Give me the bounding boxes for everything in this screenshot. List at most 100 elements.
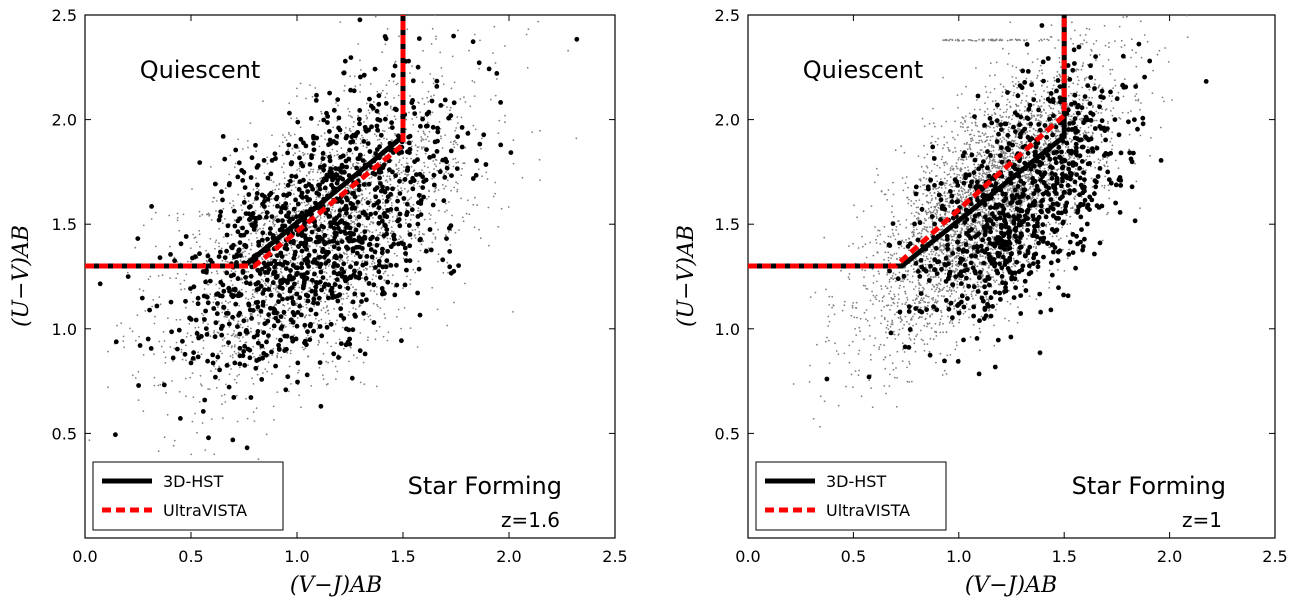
data-point [240, 268, 246, 274]
background-point [322, 352, 325, 355]
background-point [218, 242, 220, 245]
background-point [264, 275, 266, 277]
data-point [235, 174, 241, 180]
data-point [420, 116, 425, 122]
data-point [212, 334, 218, 340]
background-point [435, 38, 437, 40]
background-point [473, 95, 476, 97]
background-point [288, 390, 290, 393]
background-point [179, 283, 182, 285]
data-point [206, 435, 211, 441]
background-point [494, 94, 497, 97]
background-point [396, 196, 398, 198]
background-point [923, 125, 926, 128]
data-point [320, 275, 326, 280]
data-point [347, 235, 353, 240]
background-point [305, 174, 308, 177]
background-point [494, 62, 497, 64]
background-point [859, 317, 862, 320]
data-point [288, 161, 294, 167]
background-point [202, 339, 205, 342]
background-point [320, 300, 322, 303]
data-point [310, 186, 316, 192]
data-point [325, 120, 330, 125]
background-point [122, 340, 125, 342]
background-point [303, 153, 306, 156]
background-point [192, 233, 195, 236]
data-point [323, 240, 329, 246]
data-point [357, 108, 363, 113]
data-point [182, 351, 188, 357]
background-point [190, 453, 193, 456]
data-point [459, 144, 465, 150]
data-point [277, 293, 282, 298]
background-point [414, 144, 417, 147]
background-point [423, 132, 425, 135]
background-point [412, 214, 415, 217]
background-point [1020, 113, 1023, 115]
background-point [191, 188, 193, 190]
data-point [352, 291, 358, 297]
data-point [347, 147, 352, 153]
background-point [537, 20, 540, 23]
data-point [451, 100, 457, 106]
background-point [402, 239, 404, 242]
background-point [976, 151, 979, 154]
data-point [416, 266, 422, 272]
background-point [1049, 138, 1052, 140]
background-point [272, 204, 275, 207]
background-point [242, 256, 245, 258]
data-point [304, 246, 309, 252]
background-point [353, 255, 356, 257]
data-point [271, 323, 277, 329]
background-point [336, 154, 339, 156]
background-point [434, 221, 437, 224]
background-point [366, 339, 369, 342]
background-point [978, 229, 981, 232]
background-point [434, 238, 437, 240]
background-point [379, 161, 382, 164]
data-point [299, 190, 305, 196]
background-point [220, 278, 223, 281]
background-point [942, 249, 945, 251]
background-point [213, 196, 216, 199]
background-point [292, 325, 295, 328]
data-point [403, 251, 408, 256]
data-point [347, 214, 353, 220]
data-point [267, 192, 272, 198]
background-point [315, 245, 318, 247]
background-point [1045, 112, 1047, 114]
background-point [202, 321, 205, 324]
background-point [294, 186, 297, 189]
background-point [383, 279, 386, 282]
background-point [272, 223, 275, 225]
background-point [492, 195, 495, 198]
background-point [221, 345, 224, 347]
data-point [307, 337, 313, 343]
data-point [366, 281, 372, 286]
data-point [315, 301, 321, 306]
background-point [235, 381, 238, 384]
background-point [405, 208, 408, 211]
background-point [377, 234, 379, 237]
background-point [460, 197, 462, 200]
background-point [426, 96, 428, 99]
data-point [318, 269, 324, 275]
data-point [196, 335, 202, 340]
background-point [960, 121, 962, 124]
background-point [473, 226, 476, 229]
background-point [389, 183, 392, 186]
data-point [356, 222, 362, 228]
background-point [276, 391, 279, 393]
background-point [398, 35, 400, 38]
background-point [1008, 101, 1011, 103]
background-point [1093, 119, 1096, 122]
data-point [236, 248, 242, 254]
background-point [352, 125, 355, 128]
data-point [191, 350, 197, 355]
background-point [319, 217, 322, 219]
data-point [394, 206, 399, 212]
background-point [352, 162, 355, 165]
background-point [283, 317, 286, 320]
background-point [319, 171, 322, 174]
